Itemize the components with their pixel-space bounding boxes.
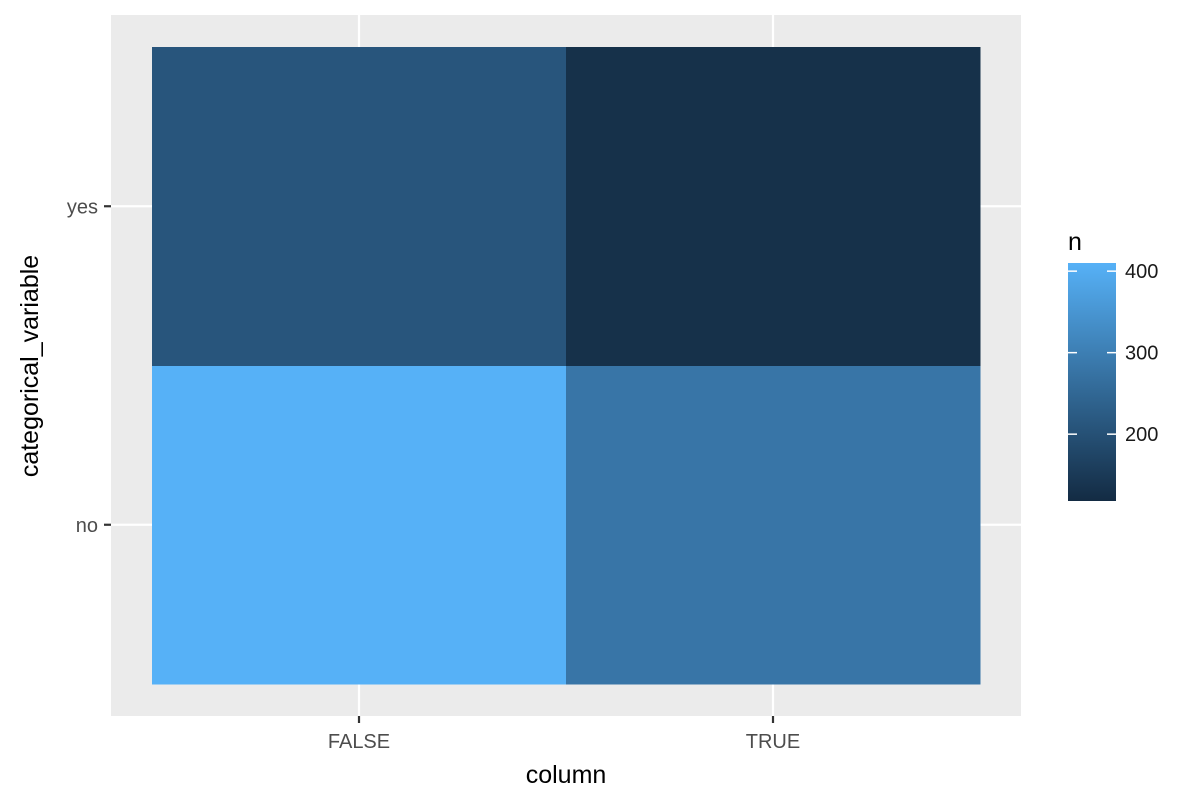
heatmap-cells — [152, 47, 981, 685]
heatmap-cell-true-yes — [566, 47, 981, 366]
y-axis: no yes — [67, 196, 111, 537]
colorbar-label-300: 300 — [1125, 343, 1158, 365]
x-axis: FALSE TRUE — [328, 716, 800, 753]
legend-title: n — [1068, 228, 1082, 256]
heatmap-cell-true-no — [566, 365, 981, 685]
heatmap-cell-false-yes — [152, 47, 567, 366]
colorbar-label-200: 200 — [1125, 424, 1158, 446]
x-axis-title: column — [526, 761, 607, 789]
x-tick-label-false: FALSE — [328, 731, 390, 753]
colorbar-legend: n 200 300 400 — [1068, 228, 1158, 501]
heatmap-cell-false-no — [152, 365, 567, 685]
y-axis-title: categorical_variable — [16, 255, 44, 477]
x-tick-label-true: TRUE — [746, 731, 800, 753]
colorbar — [1068, 263, 1116, 501]
y-tick-label-no: no — [76, 515, 98, 537]
y-tick-label-yes: yes — [67, 196, 98, 218]
colorbar-label-400: 400 — [1125, 261, 1158, 283]
